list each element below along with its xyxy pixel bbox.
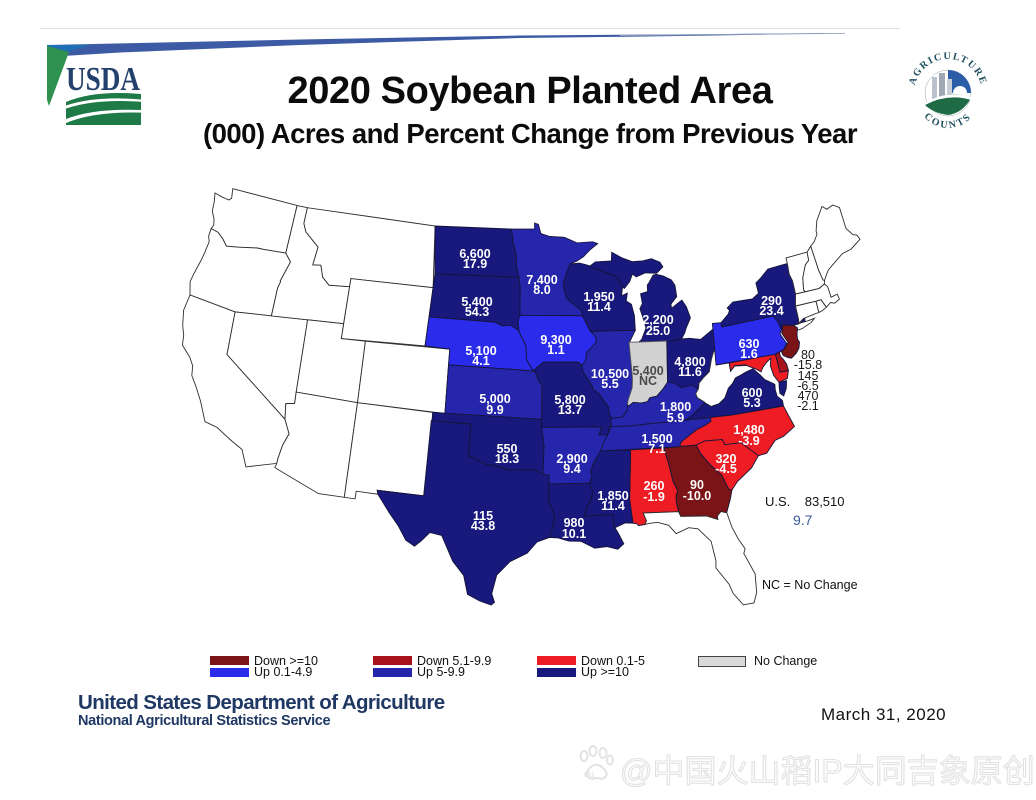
- svg-text:du: du: [584, 769, 594, 779]
